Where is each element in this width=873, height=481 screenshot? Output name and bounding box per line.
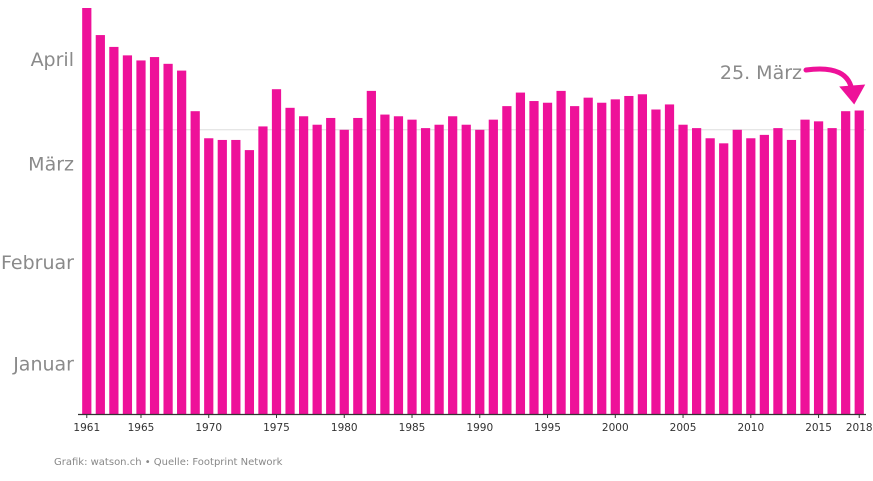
bar-2003 [651, 109, 661, 414]
source-footer: Grafik: watson.ch • Quelle: Footprint Ne… [54, 457, 283, 468]
bar-1961 [82, 8, 92, 414]
bar-2004 [664, 104, 675, 415]
bar-1996 [556, 90, 566, 414]
x-tick-label: 2000 [602, 422, 629, 434]
bar-1983 [380, 114, 390, 414]
x-tick-label: 2010 [737, 422, 764, 434]
bar-2017 [841, 111, 851, 414]
bar-1964 [122, 55, 133, 415]
annotation: 25. März [720, 62, 866, 105]
bar-1988 [448, 116, 458, 415]
bar-1995 [542, 102, 553, 414]
bar-1984 [393, 116, 404, 415]
bar-1970 [204, 138, 214, 414]
bar-1969 [190, 111, 200, 414]
bar-1994 [529, 101, 539, 414]
bar-2001 [624, 95, 634, 414]
bar-1992 [502, 106, 512, 415]
bar-2000 [610, 99, 620, 414]
bar-1977 [299, 116, 309, 415]
bar-1966 [149, 57, 160, 415]
x-tick-label: 1995 [534, 422, 561, 434]
bar-1998 [583, 97, 593, 414]
bar-1997 [570, 106, 580, 415]
bar-1999 [597, 102, 607, 414]
x-tick-label: 1961 [73, 422, 100, 434]
x-tick-label: 1980 [331, 422, 358, 434]
bar-1968 [177, 70, 187, 414]
bar-1987 [434, 124, 444, 414]
bar-2005 [678, 124, 688, 414]
bar-1962 [95, 35, 105, 414]
bar-1974 [258, 126, 268, 415]
bar-2014 [800, 119, 810, 415]
bar-1981 [353, 117, 363, 415]
bar-2012 [773, 128, 783, 415]
bar-2007 [705, 138, 715, 414]
bar-2013 [786, 139, 797, 414]
x-tick-label: 1990 [466, 422, 493, 434]
bar-1971 [217, 139, 227, 414]
bar-2008 [719, 143, 729, 414]
bar-1980 [339, 129, 349, 415]
bar-1978 [312, 124, 322, 414]
bar-1989 [461, 124, 471, 414]
annotation-label: 25. März [720, 62, 802, 84]
y-tick-label: Januar [12, 353, 74, 375]
bar-1993 [515, 92, 526, 414]
bar-2002 [637, 94, 648, 414]
bar-1963 [109, 46, 119, 414]
bar-1967 [163, 63, 173, 414]
bar-2015 [813, 121, 824, 414]
x-tick-label: 1970 [195, 422, 222, 434]
bar-1976 [285, 107, 295, 414]
y-tick-label: März [28, 154, 74, 176]
x-tick-label: 2005 [670, 422, 697, 434]
bar-2016 [827, 128, 837, 415]
bar-1991 [488, 119, 498, 415]
bar-1972 [231, 139, 241, 414]
x-tick-label: 2018 [846, 422, 873, 434]
y-tick-label: Februar [1, 252, 74, 274]
x-tick-label: 1965 [128, 422, 155, 434]
bar-1985 [407, 119, 417, 415]
bar-1990 [475, 129, 485, 415]
bars-group [82, 8, 864, 415]
bar-1973 [244, 150, 255, 414]
bar-2018 [854, 110, 864, 414]
bar-2009 [732, 129, 742, 415]
bar-2011 [759, 134, 769, 415]
x-tick-label: 1985 [399, 422, 426, 434]
bar-2006 [692, 128, 702, 415]
bar-1965 [136, 60, 146, 414]
bar-1982 [366, 90, 376, 414]
y-tick-label: April [31, 49, 74, 71]
x-tick-label: 2015 [805, 422, 832, 434]
y-axis-ticks: Januar Februar März April [1, 49, 74, 376]
bar-2010 [746, 138, 756, 414]
bar-1979 [326, 117, 336, 415]
x-axis-ticks: 1961 1965 1970 1975 1980 1985 1990 1995 2000 2005… [73, 414, 873, 434]
bar-1986 [420, 128, 431, 415]
x-tick-label: 1975 [263, 422, 290, 434]
bar-1975 [271, 89, 282, 414]
annotation-arrowhead [839, 84, 866, 105]
